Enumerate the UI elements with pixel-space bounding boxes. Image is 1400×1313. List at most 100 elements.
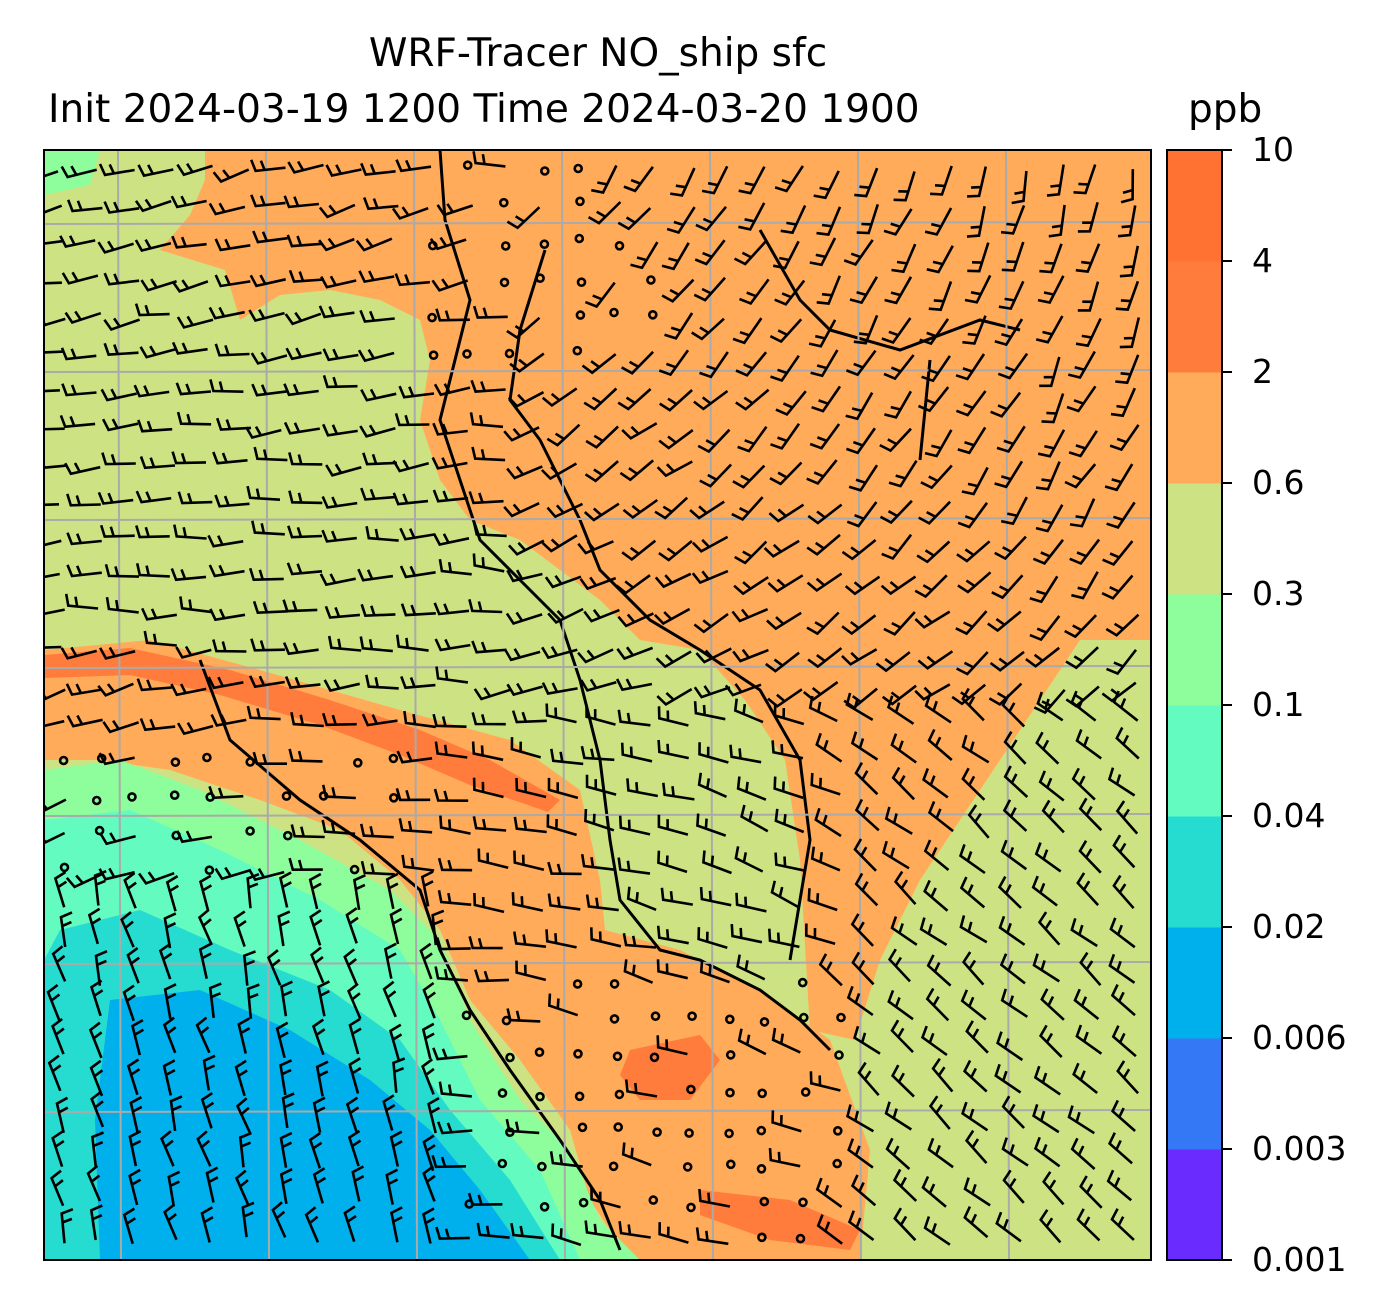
wind-barb [698,742,729,764]
calm-wind-marker [650,1011,661,1022]
wind-barb [1078,797,1103,832]
wind-barb [1065,646,1099,670]
wind-barb [50,1169,65,1207]
wind-barb [325,463,362,477]
calm-wind-marker [388,792,399,803]
wind-barb [691,317,725,341]
wind-barb [616,646,654,661]
wind-barb [623,166,654,193]
wind-barb [806,533,841,556]
wind-barb [810,846,841,872]
wind-barb [279,1059,293,1096]
wind-barb [398,385,435,399]
wind-barb [814,807,842,838]
wind-barb [693,389,729,411]
calm-wind-marker [388,753,399,764]
wind-barb [541,534,578,553]
wind-barb [734,846,764,873]
wind-barb [1116,1060,1140,1095]
wind-barb [926,954,952,987]
wind-barb [965,1020,989,1054]
wind-barb [656,959,688,980]
wind-barb [923,839,950,872]
wind-barb [279,1168,293,1205]
wind-barb [884,276,913,305]
wind-barb [135,525,170,539]
wind-barb [474,969,509,983]
wind-barb [887,948,911,983]
wind-barb [1106,649,1138,676]
wind-barb [956,651,989,676]
wind-barb [768,503,805,523]
wind-barb [395,788,431,802]
wind-barb [769,461,803,486]
wind-barb [1033,1136,1061,1168]
wind-barb [775,390,807,416]
wind-barb [472,777,504,799]
wind-barb [964,1129,988,1164]
wind-barb [854,798,880,832]
wind-barb [214,866,252,881]
wind-barb [541,682,578,695]
calm-wind-marker [832,1158,843,1169]
wind-barb [247,868,285,882]
wind-barb [93,869,107,906]
wind-barb [1119,317,1141,349]
wind-barb [891,243,917,274]
grid-meridian [561,150,566,1260]
wind-barb [175,645,212,659]
wind-barb [729,744,762,764]
wind-barb [207,534,244,548]
wind-barb [587,201,622,225]
wind-barb [1070,690,1097,722]
wind-barb [585,704,616,726]
wind-barb [422,981,436,1019]
calm-wind-marker [756,1164,767,1174]
wind-barb [1041,393,1065,424]
wind-barb [736,954,766,981]
wind-barb [167,1170,181,1207]
wind-barb [431,909,445,946]
wind-barb [735,388,770,411]
map-subtitle: Init 2024-03-19 1200 Time 2024-03-20 190… [48,87,920,132]
wind-barb [1001,694,1026,728]
calm-wind-marker [91,795,102,806]
wind-barb [808,319,837,348]
wind-barb [818,953,843,987]
wind-barb [774,808,805,834]
wind-barb [503,648,541,662]
wind-barb [59,235,96,248]
wind-barb [251,383,287,397]
wind-barb [241,1201,255,1238]
wind-barb [926,245,954,274]
colorbar-tick-label: 4 [1252,241,1273,280]
wind-barb [581,353,617,375]
wind-barb [360,487,396,501]
wind-barb [541,387,578,408]
wind-barb [44,572,60,579]
wind-barb [214,274,251,288]
wind-barb [850,913,875,947]
wind-barb [997,875,1022,909]
wind-barb [208,982,222,1019]
wind-barb [1111,1099,1136,1132]
wind-barb [511,892,544,912]
wind-barb [44,350,64,354]
calm-wind-marker [759,1196,770,1207]
wind-barb [392,1057,406,1093]
wind-barb [1112,834,1136,869]
wind-barb [1039,243,1063,274]
wind-barb [774,279,806,306]
wind-barb [962,1059,988,1093]
wind-barb [506,1008,541,1023]
wind-barb [321,712,357,727]
wind-barb [1001,241,1025,272]
wind-barb [1115,726,1140,760]
calm-wind-marker [497,1158,508,1169]
wind-barb [435,1226,470,1240]
colorbar-bin [1167,1149,1222,1261]
wind-barb [841,614,877,636]
wind-barb [771,1027,801,1054]
wind-barb [958,843,986,875]
wind-barb [916,540,951,564]
